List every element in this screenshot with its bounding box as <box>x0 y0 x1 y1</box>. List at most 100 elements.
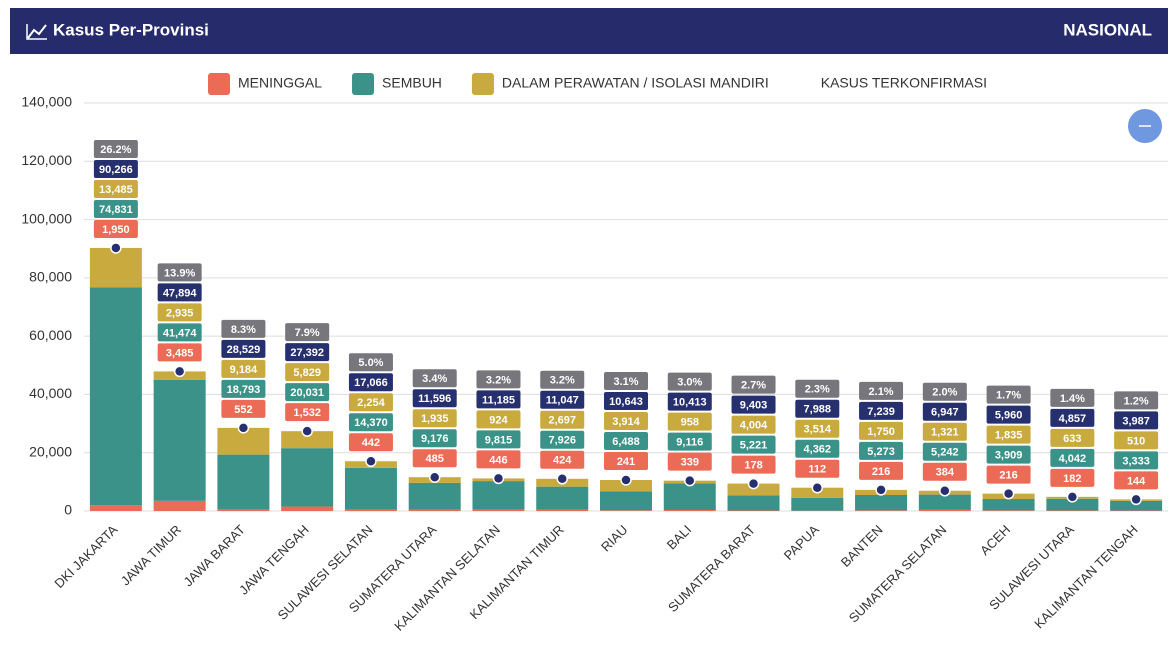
value-label-box <box>859 441 904 460</box>
value-label: 9,176 <box>421 433 449 445</box>
total-dot <box>301 425 313 437</box>
total-dot <box>939 485 951 497</box>
bar-segment <box>982 498 1035 511</box>
legend-swatch <box>352 73 375 95</box>
value-label-box <box>1114 431 1159 450</box>
bar-segment <box>600 510 652 511</box>
value-label: 27,392 <box>290 347 324 359</box>
header-scope[interactable]: NASIONAL <box>1063 20 1152 39</box>
value-label: 5,221 <box>740 440 768 452</box>
value-label: 446 <box>489 454 507 466</box>
value-label-box <box>348 373 393 392</box>
bar-segment <box>855 495 908 511</box>
value-label: 1.4% <box>1060 393 1085 405</box>
value-label: 3.0% <box>677 377 702 389</box>
value-label: 5.0% <box>358 357 383 369</box>
value-label-box <box>731 455 776 474</box>
bar-segment <box>217 454 270 510</box>
value-label-box <box>731 375 776 394</box>
value-label-box <box>285 323 330 342</box>
value-label: 178 <box>744 460 762 472</box>
value-label-box <box>922 382 967 401</box>
value-label-box <box>986 425 1031 444</box>
value-label: 552 <box>234 404 252 416</box>
value-label-box <box>93 219 138 238</box>
bar-segment <box>153 379 206 501</box>
value-label-box <box>412 449 457 468</box>
bar-segment <box>89 247 142 288</box>
value-label: 241 <box>617 456 635 468</box>
total-dot <box>556 473 568 485</box>
value-label-box <box>285 403 330 422</box>
value-label: 9,116 <box>676 437 703 449</box>
value-label: 3.2% <box>486 374 511 386</box>
value-label-box <box>348 413 393 432</box>
bar-segment <box>472 481 525 510</box>
value-label: 17,066 <box>354 377 388 389</box>
value-label-box <box>986 385 1031 404</box>
value-label-box <box>348 433 393 452</box>
y-tick-label: 60,000 <box>29 327 72 343</box>
value-label: 4,362 <box>804 444 832 456</box>
value-label-box <box>795 439 840 458</box>
value-label-box <box>412 389 457 408</box>
bar-segment <box>408 509 461 511</box>
legend-label: SEMBUH <box>382 75 442 91</box>
value-label: 9,815 <box>485 434 513 446</box>
value-label: 1,835 <box>995 430 1023 442</box>
value-label-box <box>285 383 330 402</box>
bar-segment <box>600 491 652 511</box>
value-label: 1.2% <box>1124 395 1149 407</box>
value-label: 3,987 <box>1122 415 1150 427</box>
value-label-box <box>412 429 457 448</box>
bar-segment <box>918 494 971 510</box>
value-label-box <box>986 465 1031 484</box>
value-label: 8.3% <box>231 324 256 336</box>
value-label: 1,750 <box>867 426 895 438</box>
value-label: 18,793 <box>227 384 261 396</box>
value-label-box <box>795 459 840 478</box>
bar-segment <box>536 509 589 511</box>
value-label-box <box>1114 411 1159 430</box>
total-dot <box>811 481 824 494</box>
total-dot <box>875 484 887 496</box>
value-label: 144 <box>1127 475 1146 487</box>
value-label: 11,185 <box>482 394 515 406</box>
value-label-box <box>1050 468 1095 487</box>
x-tick-label: KALIMANTAN SELATAN <box>391 522 503 634</box>
value-label: 11,596 <box>418 393 451 405</box>
value-label-box <box>1114 471 1159 490</box>
y-tick-label: 80,000 <box>29 269 72 285</box>
value-label-box <box>604 411 648 430</box>
value-label: 41,474 <box>163 327 198 339</box>
bar-segment <box>982 510 1035 511</box>
value-label-box <box>1114 391 1159 410</box>
bar-segment <box>1046 510 1099 511</box>
legend-label: MENINGGAL <box>238 75 322 91</box>
value-label: 216 <box>872 466 890 478</box>
value-label-box <box>667 432 712 451</box>
value-label: 5,273 <box>867 446 895 458</box>
value-label: 4,042 <box>1059 453 1087 465</box>
value-label: 74,831 <box>99 204 133 216</box>
value-label: 4,857 <box>1059 413 1087 425</box>
value-label-box <box>476 390 521 409</box>
value-label-box <box>93 199 138 218</box>
bar-segment <box>408 482 461 510</box>
bar-segment <box>89 287 142 506</box>
value-label-box <box>604 451 648 470</box>
value-label-box <box>795 379 840 398</box>
value-label: 7,926 <box>548 435 576 447</box>
bar-segment <box>217 509 270 511</box>
value-label-box <box>412 409 457 428</box>
value-label: 216 <box>999 470 1017 482</box>
bar-segment <box>727 495 780 511</box>
value-label: 20,031 <box>290 387 324 399</box>
y-tick-label: 0 <box>64 502 72 518</box>
value-label-box <box>157 283 202 302</box>
value-label-box <box>859 381 904 400</box>
value-label-box <box>986 405 1031 424</box>
value-label: 510 <box>1127 435 1145 447</box>
value-label-box <box>221 399 266 418</box>
value-label-box <box>859 401 904 420</box>
